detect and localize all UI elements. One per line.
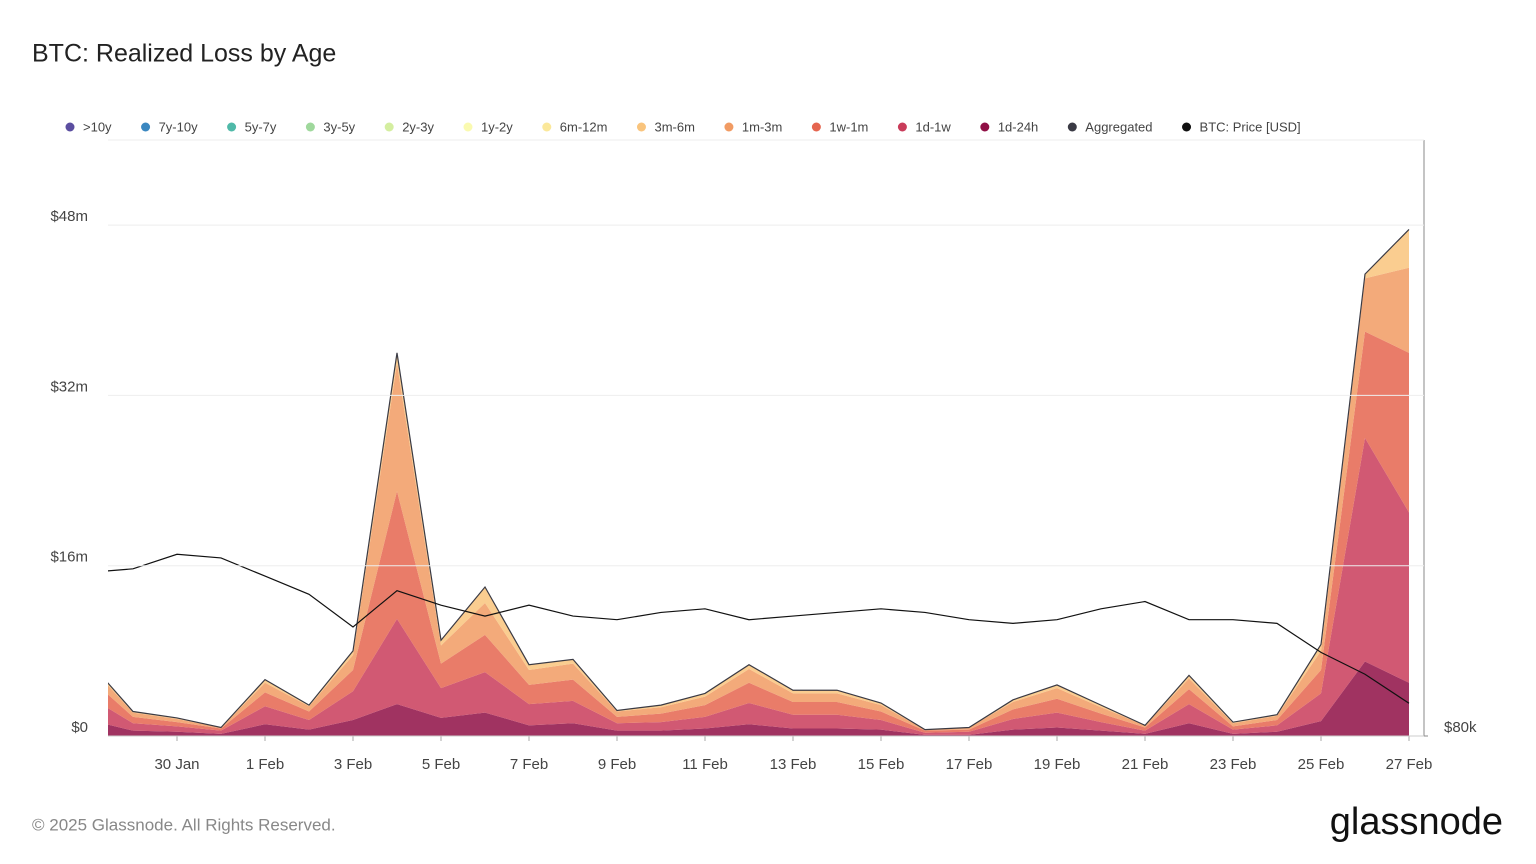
x-tick-label: 13 Feb (770, 756, 817, 773)
legend-label: 5y-7y (245, 119, 277, 134)
legend-dot (897, 122, 907, 132)
legend-label: BTC: Price [USD] (1200, 119, 1301, 134)
x-tick-label: 21 Feb (1122, 756, 1169, 773)
y2-tick-label: $80k (1444, 719, 1477, 736)
x-tick-label: 25 Feb (1298, 756, 1345, 773)
price-line (108, 553, 1410, 704)
chart-title: BTC: Realized Loss by Age (32, 40, 336, 68)
x-tick-label: 19 Feb (1034, 756, 1081, 773)
legend-dot (65, 122, 75, 132)
legend-dot (1182, 122, 1192, 132)
legend-dot (542, 122, 552, 132)
stack-area (108, 229, 1409, 730)
stack-area (108, 229, 1409, 730)
legend-label: 1d-24h (998, 119, 1038, 134)
legend-dot (811, 122, 821, 132)
brand-logo: glassnode (1330, 801, 1503, 843)
legend-label: 1d-1w (915, 119, 951, 134)
x-tick-label: 11 Feb (682, 756, 728, 773)
stack-area (108, 229, 1409, 730)
legend-dot (1067, 122, 1077, 132)
stack-area (108, 229, 1409, 730)
legend-label: 2y-3y (402, 119, 434, 134)
legend-dot (636, 122, 646, 132)
legend-label: 1m-3m (742, 119, 782, 134)
x-tick-label: 3 Feb (334, 756, 372, 773)
aggregated-line (108, 228, 1410, 731)
x-tick-label: 5 Feb (422, 756, 460, 773)
x-tick-label: 17 Feb (946, 756, 993, 773)
legend-dot (724, 122, 734, 132)
stack-area (108, 267, 1409, 731)
legend-label: >10y (83, 119, 112, 134)
legend-dot (305, 122, 315, 132)
y-tick-label: $32m (50, 378, 88, 395)
legend-dot (227, 122, 237, 132)
stack-area (108, 661, 1409, 736)
legend-label: 3m-6m (654, 119, 694, 134)
x-tick-label: 1 Feb (246, 756, 284, 773)
x-tick-label: 30 Jan (154, 756, 199, 773)
copyright: © 2025 Glassnode. All Rights Reserved. (32, 815, 336, 834)
x-tick-label: 15 Feb (858, 756, 905, 773)
stack-area (108, 229, 1409, 730)
plot-area (108, 228, 1410, 736)
legend-label: 3y-5y (323, 119, 355, 134)
stack-area (108, 229, 1409, 730)
legend-label: 1w-1m (829, 119, 868, 134)
legend-dot (463, 122, 473, 132)
stack-area (108, 229, 1409, 730)
y-tick-label: $48m (50, 208, 88, 225)
legend-label: 1y-2y (481, 119, 513, 134)
legend-label: 6m-12m (560, 119, 608, 134)
stack-area (108, 229, 1409, 730)
y-tick-label: $0 (71, 719, 88, 736)
y-tick-label: $16m (50, 549, 88, 566)
legend-label: 7y-10y (159, 119, 199, 134)
legend-dot (384, 122, 394, 132)
x-tick-label: 23 Feb (1210, 756, 1257, 773)
x-tick-label: 7 Feb (510, 756, 548, 773)
legend-label: Aggregated (1085, 119, 1152, 134)
x-tick-label: 27 Feb (1386, 756, 1433, 773)
legend-dot (141, 122, 151, 132)
x-tick-label: 9 Feb (598, 756, 636, 773)
legend-dot (980, 122, 990, 132)
